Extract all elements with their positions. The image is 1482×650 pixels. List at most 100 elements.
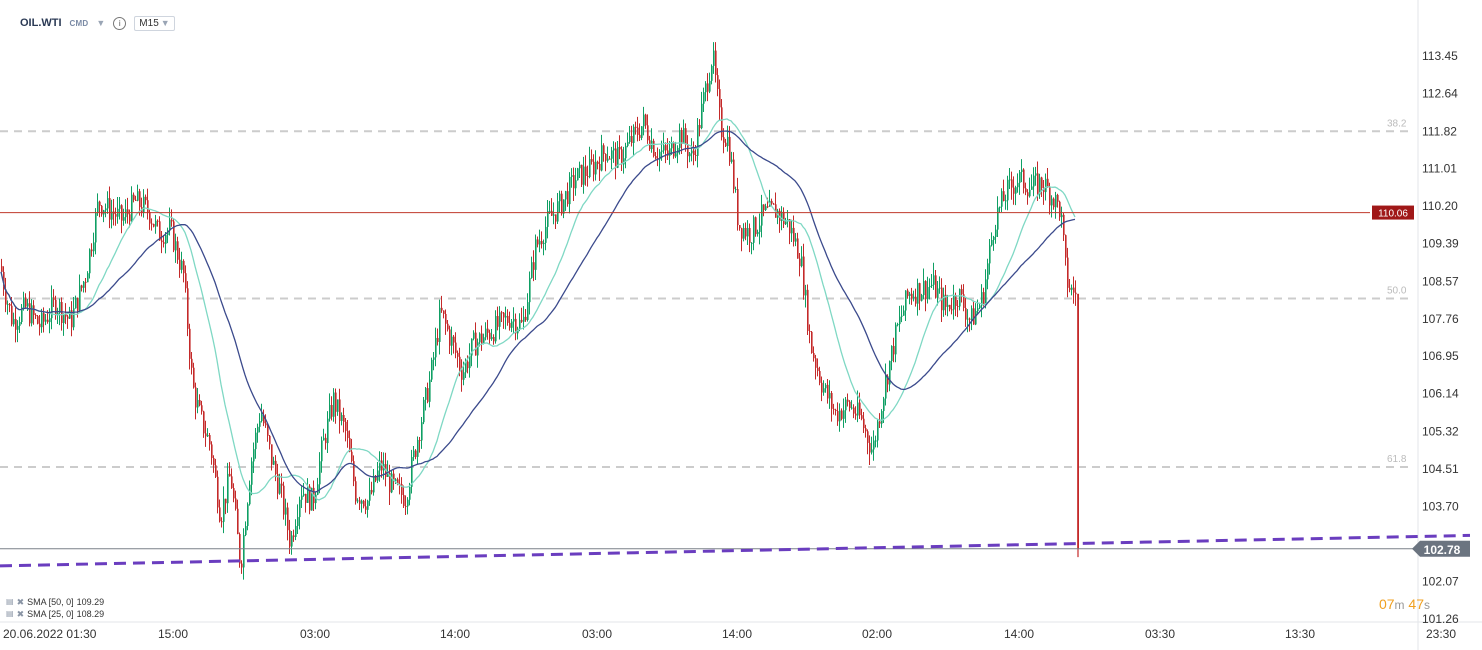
candle-body bbox=[719, 89, 721, 108]
candle-body bbox=[995, 229, 997, 237]
candle-body bbox=[153, 223, 155, 227]
candle-body bbox=[815, 358, 817, 368]
candle-body bbox=[583, 166, 585, 185]
symbol-label[interactable]: OIL.WTI bbox=[20, 17, 62, 29]
candle-body bbox=[495, 316, 497, 342]
candle-body bbox=[831, 393, 833, 409]
candle-body bbox=[329, 404, 331, 419]
candle-body bbox=[403, 494, 405, 506]
candle-body bbox=[1027, 192, 1029, 197]
candle-body bbox=[823, 388, 825, 393]
candle-body bbox=[609, 158, 611, 160]
indicator-settings-icon[interactable]: ▤ bbox=[6, 597, 14, 606]
candle-body bbox=[927, 287, 929, 299]
candle-body bbox=[497, 316, 499, 327]
candle-body bbox=[813, 352, 815, 359]
candle-body bbox=[485, 328, 487, 338]
candle-body bbox=[541, 241, 543, 245]
candle-body bbox=[379, 460, 381, 471]
candle-body bbox=[991, 240, 993, 246]
candle-body bbox=[903, 310, 905, 316]
candle-body bbox=[1045, 178, 1047, 193]
legend-sma25-value: 108.29 bbox=[76, 609, 105, 619]
x-tick-label: 02:00 bbox=[862, 627, 892, 641]
candle-body bbox=[741, 228, 743, 239]
candle-body bbox=[975, 310, 977, 325]
candle-body bbox=[575, 180, 577, 189]
candle-body bbox=[981, 292, 983, 306]
remove-indicator-icon[interactable]: ✖ bbox=[16, 609, 25, 619]
candle-body bbox=[187, 288, 189, 329]
candle-body bbox=[269, 435, 271, 445]
candle-body bbox=[1065, 235, 1067, 258]
candle-body bbox=[783, 211, 785, 225]
candle-body bbox=[361, 500, 363, 504]
candle-body bbox=[243, 535, 245, 568]
candle-body bbox=[799, 258, 801, 267]
candle-body bbox=[283, 485, 285, 515]
candle-body bbox=[359, 500, 361, 504]
remove-indicator-icon[interactable]: ✖ bbox=[16, 597, 25, 607]
candle-body bbox=[387, 472, 389, 477]
fib-level-label: 61.8 bbox=[1387, 454, 1407, 465]
candle-body bbox=[1069, 287, 1071, 290]
candle-body bbox=[133, 194, 135, 200]
candle-body bbox=[811, 331, 813, 353]
timer-minutes-unit: m bbox=[1394, 598, 1405, 612]
candle-body bbox=[373, 475, 375, 493]
candle-body bbox=[317, 484, 319, 495]
candle-body bbox=[739, 225, 741, 229]
candle-body bbox=[747, 227, 749, 237]
legend-sma25-label: SMA [25, 0] bbox=[27, 609, 74, 619]
symbol-dropdown-icon[interactable]: ▼ bbox=[96, 18, 106, 28]
candle-body bbox=[277, 474, 279, 494]
candle-body bbox=[847, 399, 849, 402]
candle-body bbox=[299, 499, 301, 518]
candle-body bbox=[227, 473, 229, 504]
candle-body bbox=[833, 408, 835, 410]
candle-body bbox=[145, 196, 147, 201]
timeframe-label: M15 bbox=[139, 17, 159, 29]
candle-body bbox=[1073, 287, 1075, 293]
candle-body bbox=[521, 319, 523, 322]
candle-body bbox=[105, 208, 107, 211]
candle-body bbox=[1003, 191, 1005, 202]
timeframe-selector[interactable]: M15 ▼ bbox=[134, 15, 175, 31]
candle-body bbox=[413, 450, 415, 458]
indicator-settings-icon[interactable]: ▤ bbox=[6, 609, 14, 618]
candle-body bbox=[479, 333, 481, 343]
candle-body bbox=[1039, 177, 1041, 195]
candle-body bbox=[119, 205, 121, 209]
candle-body bbox=[599, 163, 601, 171]
info-icon[interactable]: i bbox=[113, 16, 127, 30]
candle-body bbox=[1021, 169, 1023, 173]
y-tick-label: 106.14 bbox=[1422, 387, 1459, 401]
candle-body bbox=[595, 161, 597, 175]
candle-body bbox=[633, 126, 635, 143]
candle-body bbox=[729, 136, 731, 162]
candle-body bbox=[253, 449, 255, 462]
candle-body bbox=[149, 212, 151, 224]
candle-body bbox=[1051, 198, 1053, 206]
candle-body bbox=[825, 384, 827, 389]
candle-body bbox=[843, 410, 845, 419]
candle-body bbox=[81, 285, 83, 288]
candle-body bbox=[751, 242, 753, 244]
candle-body bbox=[523, 316, 525, 322]
candle-body bbox=[625, 145, 627, 159]
candle-body bbox=[565, 191, 567, 200]
candle-body bbox=[279, 483, 281, 494]
candle-body bbox=[349, 438, 351, 452]
candle-body bbox=[9, 304, 11, 306]
y-tick-label: 104.51 bbox=[1422, 462, 1459, 476]
candle-body bbox=[309, 486, 311, 511]
candle-body bbox=[879, 421, 881, 424]
candle-body bbox=[421, 422, 423, 441]
candle-body bbox=[265, 423, 267, 426]
candle-body bbox=[335, 392, 337, 412]
candle-body bbox=[1049, 186, 1051, 206]
candle-body bbox=[591, 159, 593, 162]
candle-body bbox=[875, 440, 877, 442]
candle-body bbox=[687, 144, 689, 157]
